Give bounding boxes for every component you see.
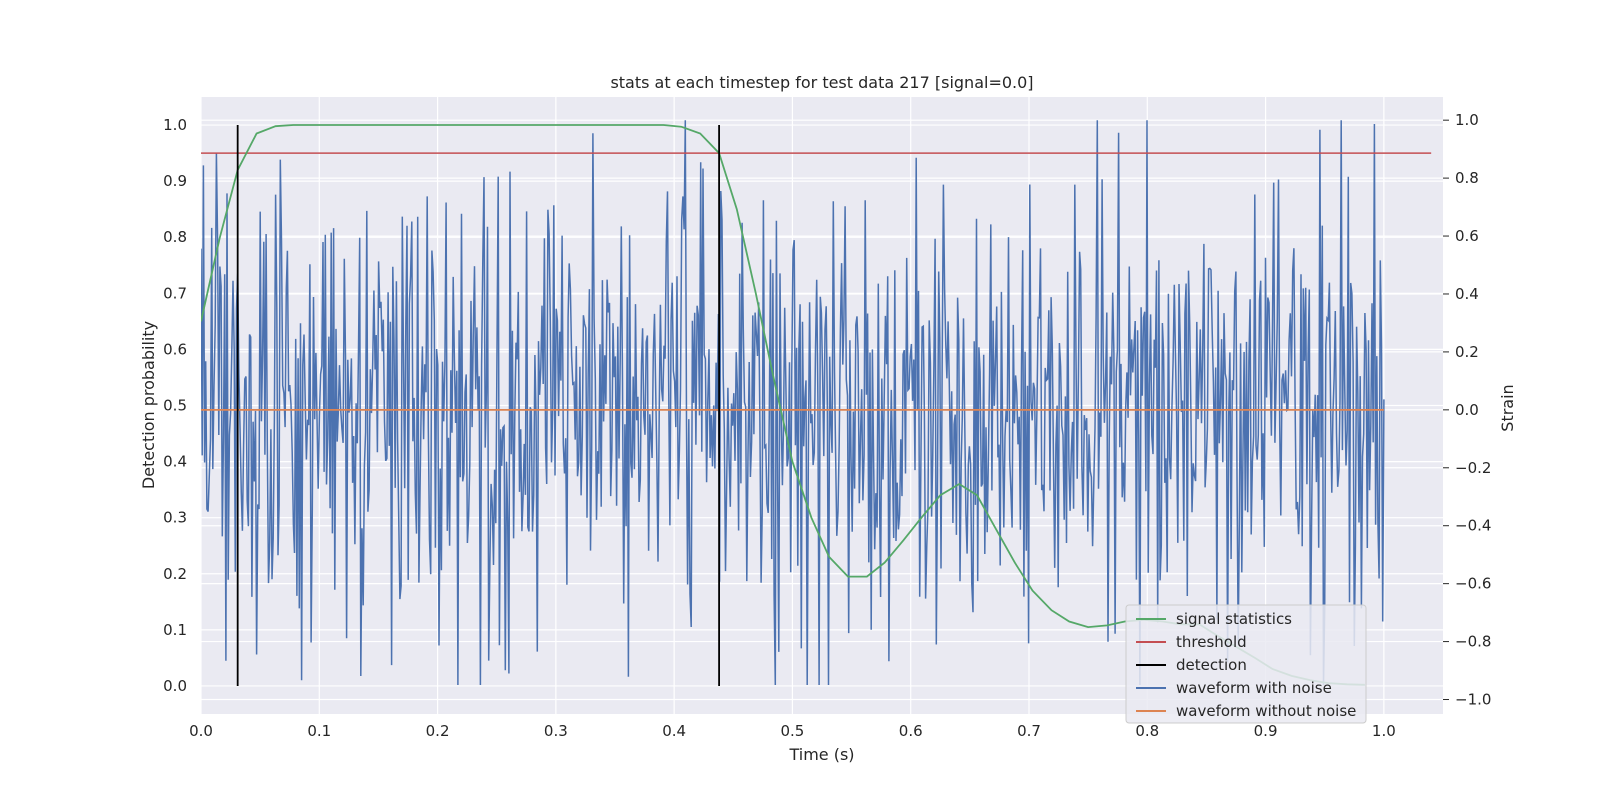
x-axis-label: Time (s)	[788, 745, 854, 764]
legend-label: detection	[1176, 656, 1247, 674]
y-right-tick-label: 0.4	[1455, 285, 1479, 303]
series-waveform-with-noise	[201, 120, 1385, 686]
y-right-axis-label: Strain	[1498, 384, 1517, 431]
y-right-tick-label: 0.2	[1455, 343, 1479, 361]
y-tick-label: 0.2	[163, 565, 187, 583]
y-tick-label: 0.7	[163, 284, 187, 302]
x-tick-labels: 0.0 0.1 0.2 0.3 0.4 0.5 0.6 0.7 0.8 0.9 1.0	[189, 722, 1396, 740]
x-tick-label: 0.3	[544, 722, 568, 740]
legend-box	[1125, 604, 1367, 724]
x-tick-label: 0.7	[1017, 722, 1041, 740]
legend-label: signal statistics	[1176, 610, 1292, 628]
y-tick-label: 0.0	[163, 677, 187, 695]
x-tick-label: 0.4	[662, 722, 686, 740]
y-right-tick-label: −0.2	[1455, 459, 1491, 477]
y-right-tick-labels: −1.0 −0.8 −0.6 −0.4 −0.2 0.0 0.2 0.4 0.6 0.8 1.0	[1443, 111, 1491, 709]
y-tick-label: 0.5	[163, 397, 187, 415]
y-right-tick-label: 1.0	[1455, 111, 1479, 129]
y-tick-label: 1.0	[163, 116, 187, 134]
legend-label: waveform with noise	[1176, 679, 1332, 697]
y-tick-label: 0.6	[163, 340, 187, 358]
x-tick-label: 1.0	[1372, 722, 1396, 740]
x-tick-label: 0.8	[1135, 722, 1159, 740]
x-tick-label: 0.5	[780, 722, 804, 740]
y-tick-label: 0.9	[163, 172, 187, 190]
x-tick-label: 0.2	[426, 722, 450, 740]
y-tick-labels: 0.0 0.1 0.2 0.3 0.4 0.5 0.6 0.7 0.8 0.9 1.0	[163, 116, 187, 695]
y-axis-label: Detection probability	[139, 321, 158, 489]
y-right-tick-label: −0.6	[1455, 575, 1491, 593]
legend-label: threshold	[1176, 633, 1247, 651]
x-tick-label: 0.1	[307, 722, 331, 740]
x-tick-label: 0.6	[899, 722, 923, 740]
y-tick-label: 0.4	[163, 453, 187, 471]
y-tick-label: 0.3	[163, 509, 187, 527]
y-right-tick-label: −1.0	[1455, 691, 1491, 709]
y-right-tick-label: 0.0	[1455, 401, 1479, 419]
y-right-tick-label: −0.4	[1455, 517, 1491, 535]
y-right-tick-label: −0.8	[1455, 633, 1491, 651]
chart-title: stats at each timestep for test data 217…	[610, 73, 1033, 92]
y-right-tick-label: 0.6	[1455, 227, 1479, 245]
x-tick-label: 0.0	[189, 722, 213, 740]
legend-label: waveform without noise	[1176, 702, 1356, 720]
y-tick-label: 0.1	[163, 621, 187, 639]
y-right-tick-label: 0.8	[1455, 169, 1479, 187]
legend: signal statistics threshold detection wavef…	[1125, 604, 1367, 724]
x-tick-label: 0.9	[1254, 722, 1278, 740]
y-tick-label: 0.8	[163, 228, 187, 246]
